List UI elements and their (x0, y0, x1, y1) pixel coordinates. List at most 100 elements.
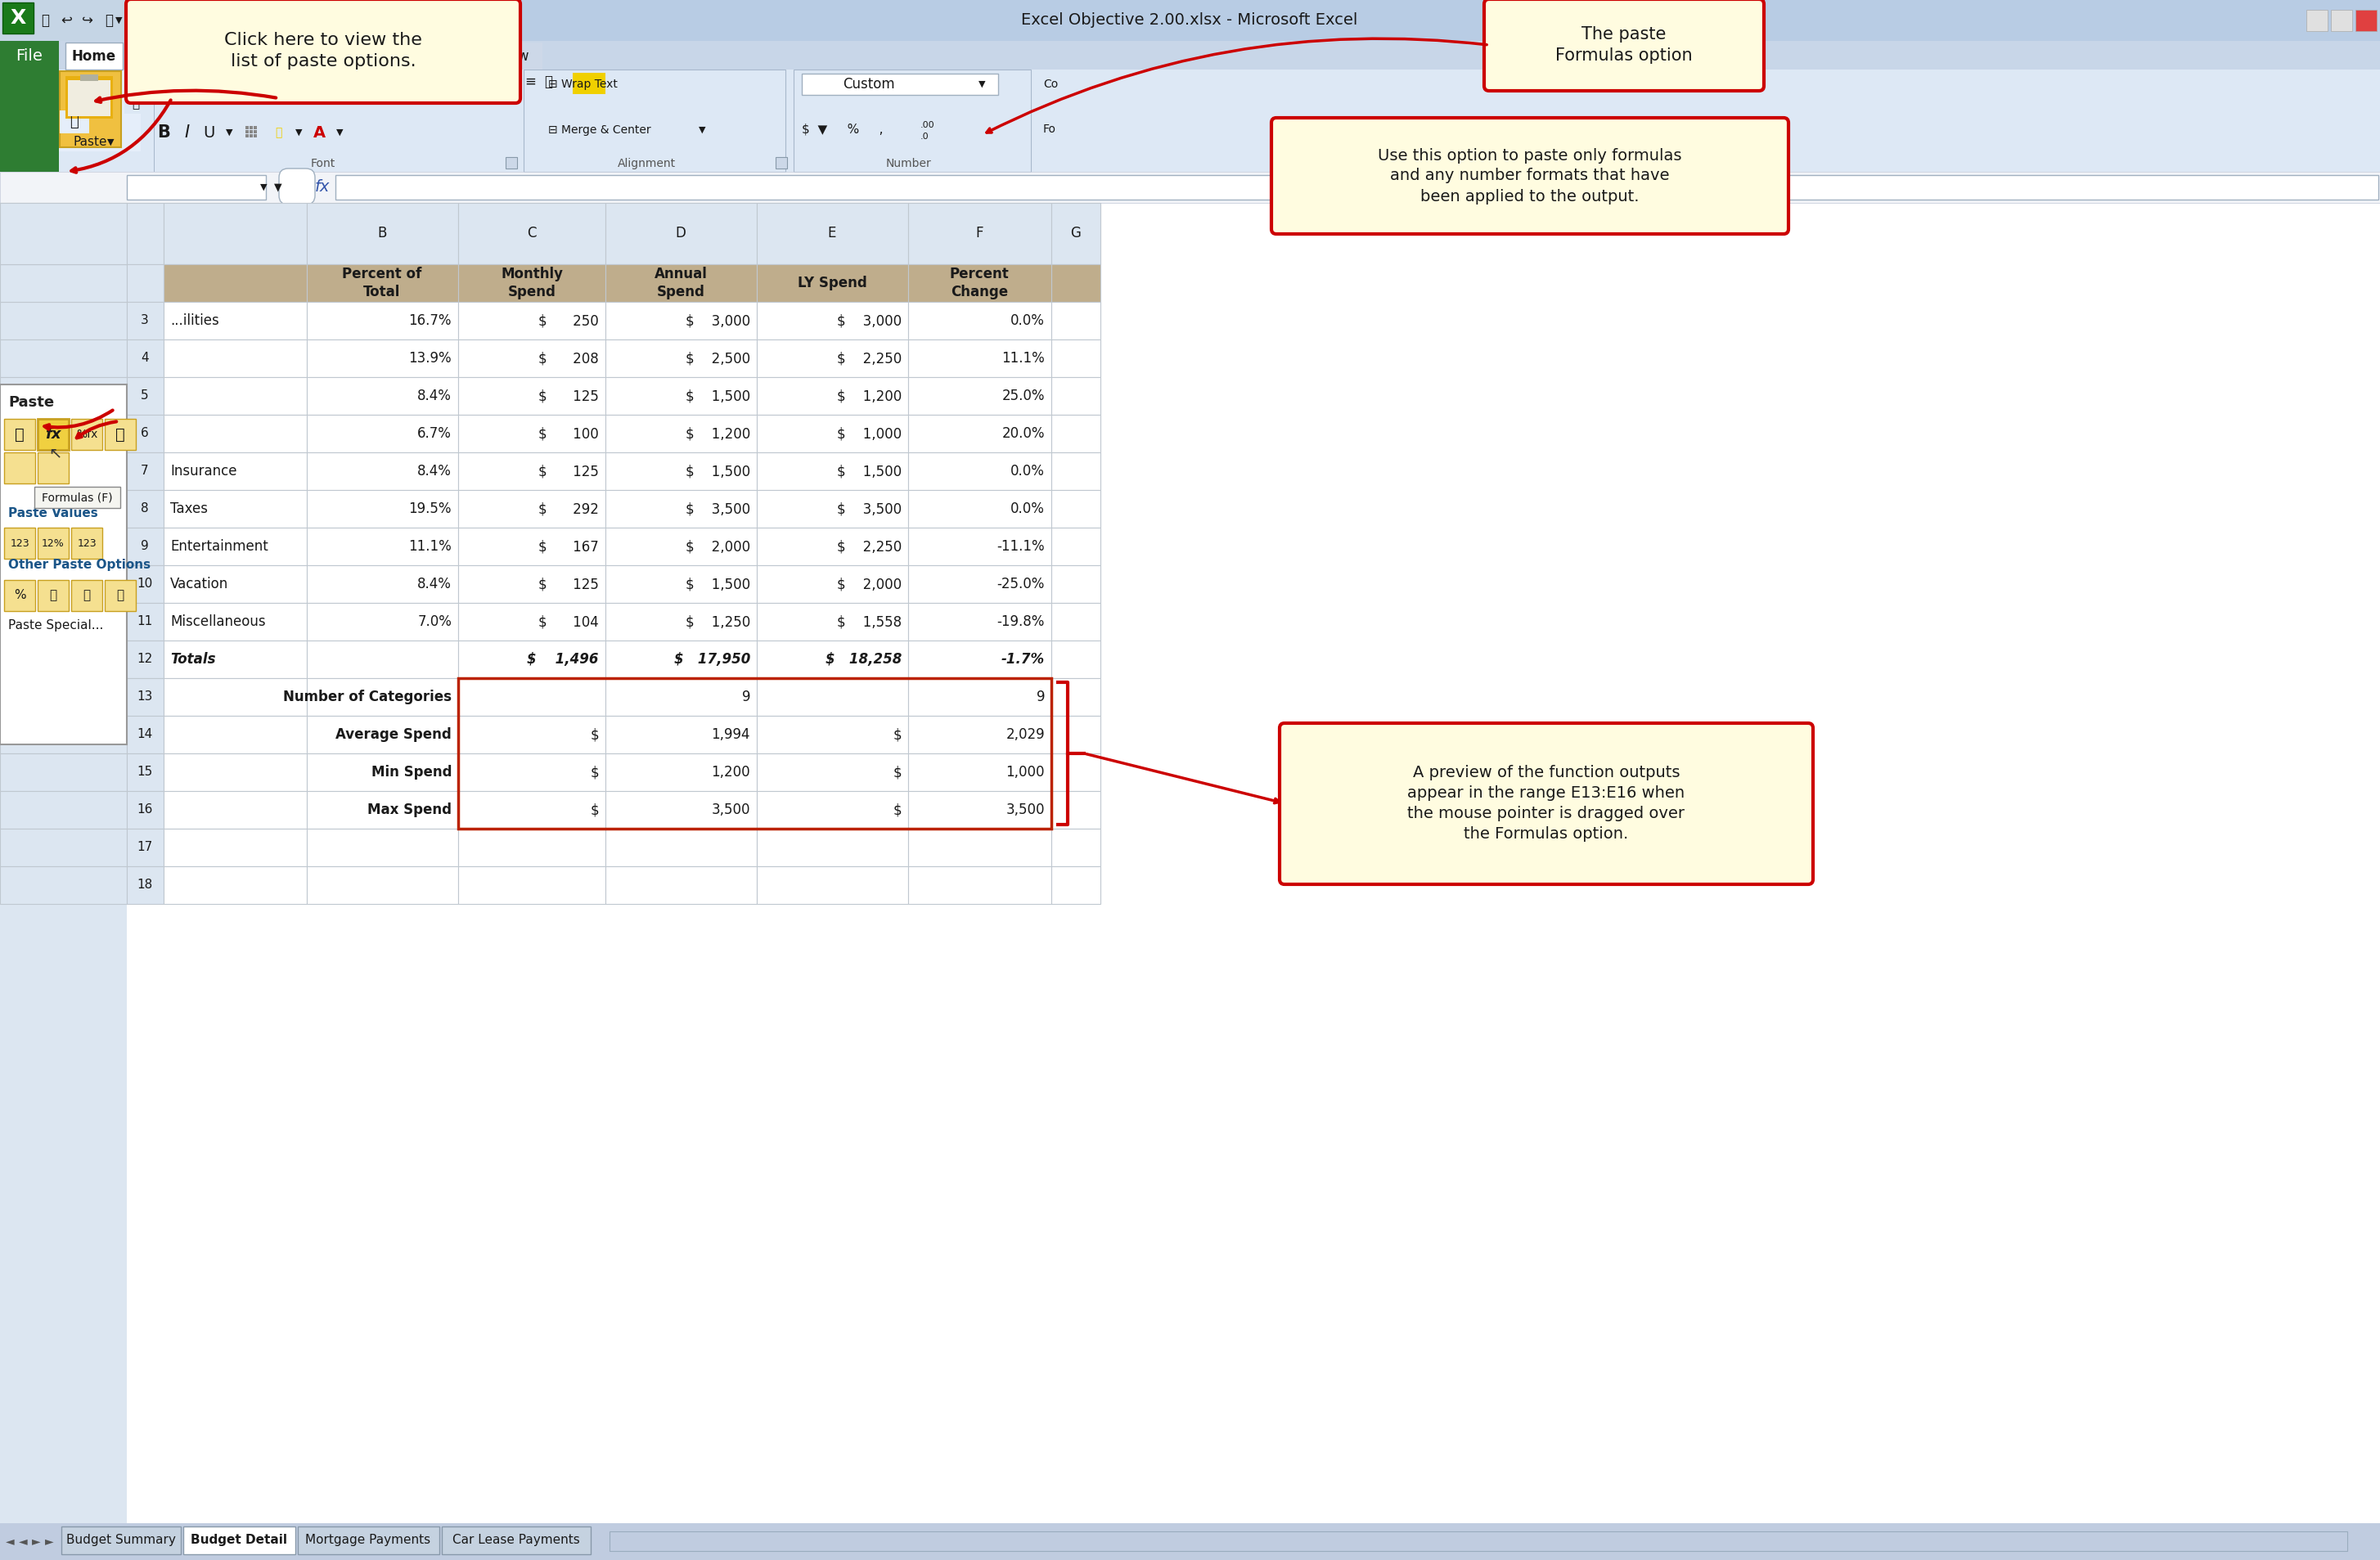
Text: Percent of
Total: Percent of Total (343, 267, 421, 300)
Bar (164, 828, 307, 866)
Bar (245, 129, 250, 133)
Text: $      250: $ 250 (538, 314, 600, 328)
Bar (459, 716, 605, 753)
Bar (757, 753, 909, 791)
Text: 18: 18 (138, 878, 152, 891)
Bar (0, 828, 126, 866)
Bar (1052, 866, 1100, 903)
Text: 11: 11 (364, 76, 381, 92)
Bar (124, 94, 148, 114)
Text: $: $ (590, 727, 600, 743)
Bar (0, 378, 126, 415)
Text: Number of Categories: Number of Categories (283, 690, 452, 704)
Bar (1052, 301, 1100, 340)
Text: Vacation: Vacation (171, 577, 228, 591)
Bar (164, 452, 307, 490)
Bar (909, 490, 1052, 527)
Bar (0, 791, 126, 828)
Bar (155, 114, 507, 151)
Text: 💾: 💾 (40, 12, 50, 28)
Bar (459, 264, 605, 301)
Text: ►: ► (31, 1535, 40, 1548)
Bar (288, 42, 362, 70)
Text: Excel Objective 2.00.xlsx - Microsoft Excel: Excel Objective 2.00.xlsx - Microsoft Ex… (1021, 12, 1359, 28)
Bar (909, 679, 1052, 716)
Bar (38, 452, 69, 484)
Bar (1052, 791, 1100, 828)
Bar (909, 301, 1052, 340)
Bar (757, 301, 909, 340)
Text: Budget Detail: Budget Detail (190, 1533, 288, 1546)
Text: Custom: Custom (843, 76, 895, 92)
Bar (71, 418, 102, 449)
Bar (62, 1527, 181, 1554)
Bar (0, 70, 2380, 172)
Text: -1.7%: -1.7% (1002, 652, 1045, 666)
Text: 16: 16 (138, 803, 152, 816)
Bar (486, 42, 543, 70)
Text: ▼: ▼ (395, 80, 402, 89)
Bar (38, 527, 69, 558)
Text: B: B (378, 226, 386, 240)
Bar (757, 452, 909, 490)
Bar (126, 175, 267, 200)
Text: 12%: 12% (43, 538, 64, 549)
Bar (0, 0, 2380, 41)
Text: Alignment: Alignment (616, 158, 676, 170)
Text: $    1,500: $ 1,500 (685, 577, 750, 591)
Text: -25.0%: -25.0% (997, 577, 1045, 591)
Text: fx: fx (45, 427, 62, 441)
Text: ▼: ▼ (259, 183, 267, 192)
Bar (164, 565, 307, 602)
Text: Insert: Insert (136, 48, 174, 64)
Text: Percent
Change: Percent Change (950, 267, 1009, 300)
Text: Paste: Paste (7, 395, 55, 410)
Text: ↩: ↩ (60, 12, 71, 28)
Bar (307, 378, 459, 415)
Text: 9: 9 (743, 690, 750, 704)
Bar (60, 72, 121, 147)
Text: ◄: ◄ (19, 1535, 26, 1548)
Bar (459, 203, 605, 264)
Bar (38, 580, 69, 612)
Bar (5, 418, 36, 449)
Bar (250, 129, 252, 133)
Bar (307, 527, 459, 565)
Text: G: G (1071, 226, 1081, 240)
Bar (1052, 415, 1100, 452)
Bar (60, 70, 140, 151)
Bar (605, 378, 757, 415)
Text: A preview of the function outputs
appear in the range E13:E16 when
the mouse poi: A preview of the function outputs appear… (1407, 764, 1685, 842)
Bar (757, 716, 909, 753)
Text: $    3,500: $ 3,500 (838, 501, 902, 516)
Text: Other Paste Options: Other Paste Options (7, 558, 150, 571)
Bar (459, 679, 605, 716)
Text: 11.1%: 11.1% (1002, 351, 1045, 365)
Bar (307, 828, 459, 866)
Text: ▼: ▼ (114, 16, 121, 25)
Text: Data: Data (376, 48, 409, 64)
Bar (459, 565, 605, 602)
Text: I: I (183, 125, 188, 140)
Bar (459, 791, 605, 828)
Text: A: A (433, 78, 445, 94)
Bar (0, 527, 126, 565)
Text: 1,200: 1,200 (712, 764, 750, 780)
Bar (38, 418, 69, 449)
Text: ⊟ Merge & Center: ⊟ Merge & Center (547, 125, 652, 136)
Bar (2330, 9, 2351, 31)
Text: Totals: Totals (171, 652, 217, 666)
Text: 🖼: 🖼 (83, 590, 90, 602)
Text: A: A (312, 125, 326, 140)
Bar (1052, 203, 1100, 264)
Text: Annual
Spend: Annual Spend (654, 267, 707, 300)
Text: ▼: ▼ (331, 80, 338, 89)
Bar (0, 203, 126, 1523)
Bar (298, 1527, 440, 1554)
Bar (0, 753, 126, 791)
Bar (5, 527, 36, 558)
Text: $    3,000: $ 3,000 (685, 314, 750, 328)
Bar (105, 580, 136, 612)
Bar (909, 415, 1052, 452)
Bar (126, 301, 164, 340)
